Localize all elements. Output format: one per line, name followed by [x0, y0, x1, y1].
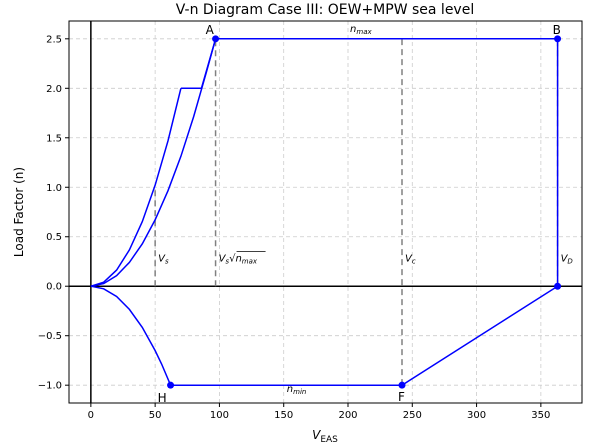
point-label-B: B [553, 23, 561, 37]
y-tick-label: −0.5 [38, 331, 62, 342]
reference-label: Vs√nmax [219, 253, 258, 265]
reference-lines [154, 38, 559, 386]
y-tick-label: 0.5 [46, 232, 62, 243]
x-tick-label: 250 [403, 410, 422, 421]
annotation-max: nmax [350, 24, 372, 36]
chart-title: V-n Diagram Case III: OEW+MPW sea level [176, 2, 474, 18]
x-tick-label: 200 [338, 410, 357, 421]
series-positive-stall-curve [90, 38, 217, 287]
y-axis-label: Load Factor (n) [12, 167, 26, 257]
series-envelope-boundary [170, 38, 559, 386]
point-label-H: H [158, 391, 167, 405]
reference-label: VD [561, 253, 574, 265]
marker-point [398, 381, 406, 389]
series-flap-limit-segment [180, 38, 217, 90]
y-tick-label: 2.5 [46, 34, 62, 45]
point-label-F: F [398, 390, 405, 404]
x-tick-label: 50 [149, 410, 162, 421]
x-axis-label-main: V [312, 428, 321, 442]
x-tick-label: 100 [210, 410, 229, 421]
plot-frame [68, 20, 583, 404]
marker-point [212, 35, 220, 43]
marker-point [554, 35, 562, 43]
y-tick-label: 1.5 [46, 133, 62, 144]
y-tick-label: 1.0 [46, 183, 62, 194]
x-axis-label: VEAS [312, 428, 338, 445]
y-tick-label: 0.0 [46, 282, 62, 293]
x-axis-label-sub: EAS [320, 435, 338, 445]
labels: A B F H Vs Vs√nmax Vc VD nmax nmin [158, 23, 574, 405]
point-label-A: A [206, 23, 215, 37]
series [90, 38, 559, 386]
axes: 0 50 100 150 200 250 300 350 −1.0 −0.5 0.0 0.5 1.0 1.… [38, 20, 583, 421]
x-tick-label: 350 [531, 410, 550, 421]
marker-point [554, 282, 562, 290]
y-tick-label: 2.0 [46, 84, 62, 95]
series-negative-stall-curve [90, 285, 172, 386]
x-tick-label: 300 [467, 410, 486, 421]
x-tick-label: 0 [88, 410, 94, 421]
reference-label: Vc [405, 253, 416, 265]
x-tick-label: 150 [274, 410, 293, 421]
markers [167, 35, 562, 389]
reference-label: Vs [158, 253, 169, 265]
series-upper-flap-curve [90, 88, 182, 287]
annotation-min: nmin [287, 384, 307, 396]
marker-point [167, 381, 175, 389]
y-tick-label: −1.0 [38, 381, 62, 392]
